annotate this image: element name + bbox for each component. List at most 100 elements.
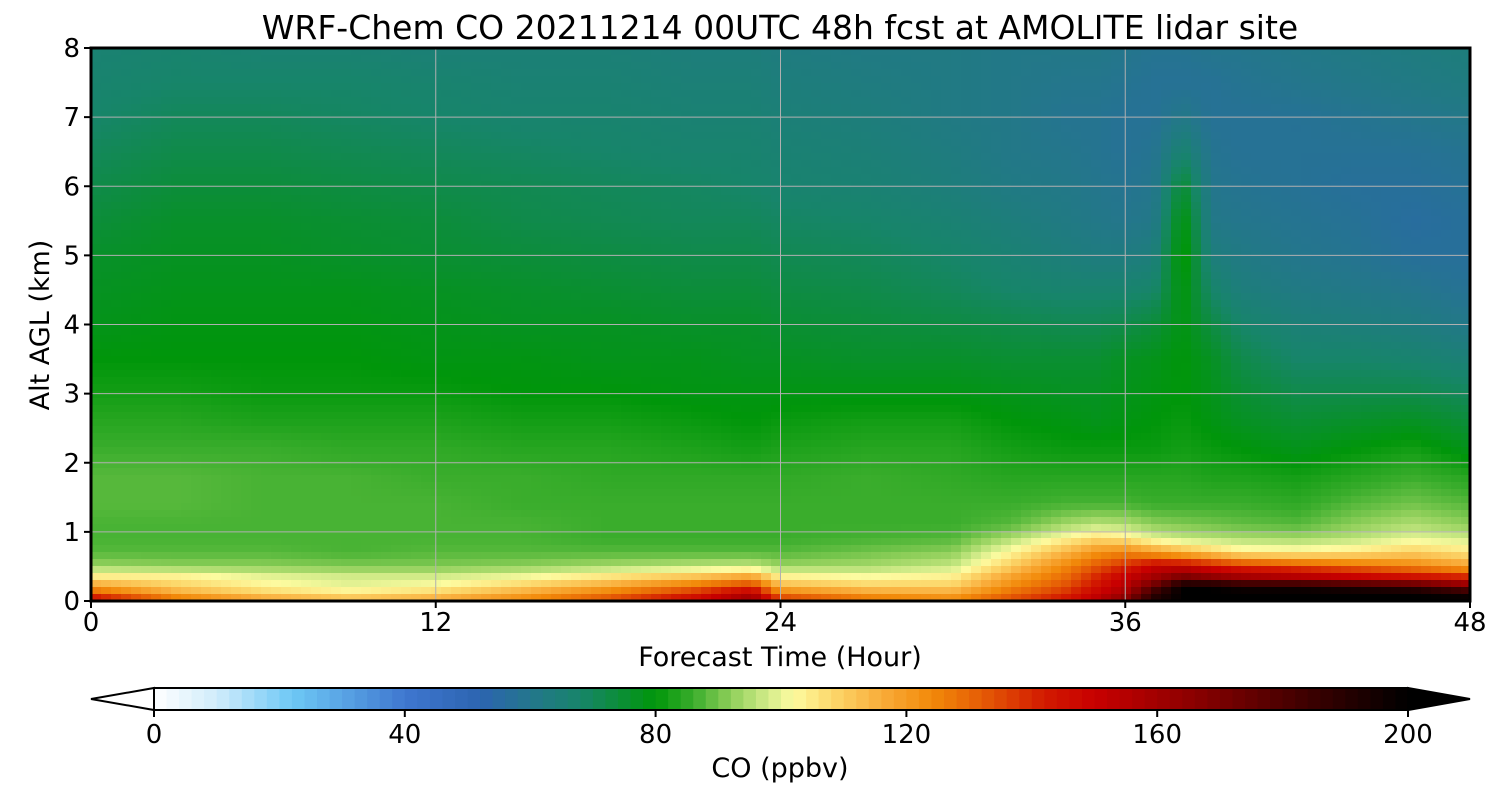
heatmap-cell <box>711 258 722 266</box>
heatmap-cell <box>661 139 672 147</box>
heatmap-cell <box>721 146 732 154</box>
heatmap-cell <box>131 146 142 154</box>
heatmap-cell <box>1271 223 1282 231</box>
heatmap-cell <box>1121 62 1132 70</box>
heatmap-cell <box>121 83 132 91</box>
heatmap-cell <box>1181 111 1192 119</box>
heatmap-cell <box>1071 153 1082 161</box>
heatmap-cell <box>1071 55 1082 63</box>
heatmap-cell <box>181 202 192 210</box>
heatmap-cell <box>471 146 482 154</box>
heatmap-cell <box>1251 90 1262 98</box>
heatmap-cell <box>571 237 582 245</box>
heatmap-cell <box>321 104 332 112</box>
heatmap-cell <box>731 195 742 203</box>
heatmap-cell <box>1141 286 1152 294</box>
heatmap-cell <box>1081 62 1092 70</box>
heatmap-cell <box>491 174 502 182</box>
heatmap-cell <box>1351 118 1362 126</box>
heatmap-cell <box>1171 251 1182 259</box>
heatmap-cell <box>111 90 122 98</box>
heatmap-cell <box>671 237 682 245</box>
heatmap-cell <box>811 55 822 63</box>
heatmap-cell <box>731 293 742 301</box>
heatmap-cell <box>821 132 832 140</box>
heatmap-cell <box>891 160 902 168</box>
heatmap-cell <box>541 286 552 294</box>
heatmap-cell <box>321 139 332 147</box>
heatmap-cell <box>841 62 852 70</box>
heatmap-cell <box>971 125 982 133</box>
heatmap-cell <box>591 265 602 273</box>
heatmap-cell <box>1171 286 1182 294</box>
heatmap-cell <box>541 195 552 203</box>
heatmap-cell <box>1371 160 1382 168</box>
heatmap-cell <box>971 230 982 238</box>
heatmap-cell <box>601 286 612 294</box>
heatmap-cell <box>1271 48 1282 56</box>
heatmap-cell <box>601 97 612 105</box>
heatmap-cell <box>271 195 282 203</box>
heatmap-cell <box>621 244 632 252</box>
heatmap-cell <box>291 62 302 70</box>
heatmap-cell <box>1251 223 1262 231</box>
heatmap-cell <box>271 97 282 105</box>
heatmap-cell <box>691 125 702 133</box>
heatmap-cell <box>721 55 732 63</box>
heatmap-cell <box>181 272 192 280</box>
heatmap-cell <box>881 104 892 112</box>
heatmap-cell <box>1281 104 1292 112</box>
heatmap-cell <box>1071 83 1082 91</box>
heatmap-cell <box>901 216 912 224</box>
heatmap-cell <box>1101 223 1112 231</box>
heatmap-cell <box>561 62 572 70</box>
heatmap-cell <box>1251 104 1262 112</box>
heatmap-cell <box>1071 237 1082 245</box>
heatmap-cell <box>1241 76 1252 84</box>
heatmap-cell <box>1121 139 1132 147</box>
heatmap-cell <box>261 125 272 133</box>
heatmap-cell <box>291 223 302 231</box>
heatmap-cell <box>461 146 472 154</box>
heatmap-cell <box>901 258 912 266</box>
heatmap-cell <box>321 237 332 245</box>
heatmap-cell <box>131 258 142 266</box>
heatmap-cell <box>1441 265 1452 273</box>
heatmap-cell <box>1201 97 1212 105</box>
heatmap-cell <box>721 279 732 287</box>
heatmap-cell <box>1301 209 1312 217</box>
heatmap-cell <box>1161 153 1172 161</box>
heatmap-cell <box>161 76 172 84</box>
heatmap-cell <box>861 237 872 245</box>
heatmap-cell <box>161 118 172 126</box>
heatmap-cell <box>1261 139 1272 147</box>
heatmap-cell <box>661 265 672 273</box>
heatmap-cell <box>231 230 242 238</box>
heatmap-cell <box>711 48 722 56</box>
heatmap-cell <box>451 69 462 77</box>
heatmap-cell <box>161 160 172 168</box>
heatmap-cell <box>141 237 152 245</box>
heatmap-cell <box>1251 48 1262 56</box>
heatmap-cell <box>511 139 522 147</box>
heatmap-cell <box>1341 272 1352 280</box>
heatmap-cell <box>461 188 472 196</box>
heatmap-cell <box>771 181 782 189</box>
heatmap-cell <box>251 279 262 287</box>
heatmap-cell <box>151 48 162 56</box>
heatmap-cell <box>1181 272 1192 280</box>
heatmap-cell <box>751 62 762 70</box>
heatmap-cell <box>801 48 812 56</box>
heatmap-cell <box>331 167 342 175</box>
heatmap-cell <box>1341 125 1352 133</box>
heatmap-cell <box>991 90 1002 98</box>
heatmap-cell <box>601 69 612 77</box>
heatmap-cell <box>1411 69 1422 77</box>
heatmap-cell <box>691 62 702 70</box>
heatmap-cell <box>1181 258 1192 266</box>
heatmap-cell <box>501 76 512 84</box>
heatmap-cell <box>1241 118 1252 126</box>
heatmap-cell <box>331 83 342 91</box>
heatmap-cell <box>501 132 512 140</box>
heatmap-cell <box>1021 279 1032 287</box>
